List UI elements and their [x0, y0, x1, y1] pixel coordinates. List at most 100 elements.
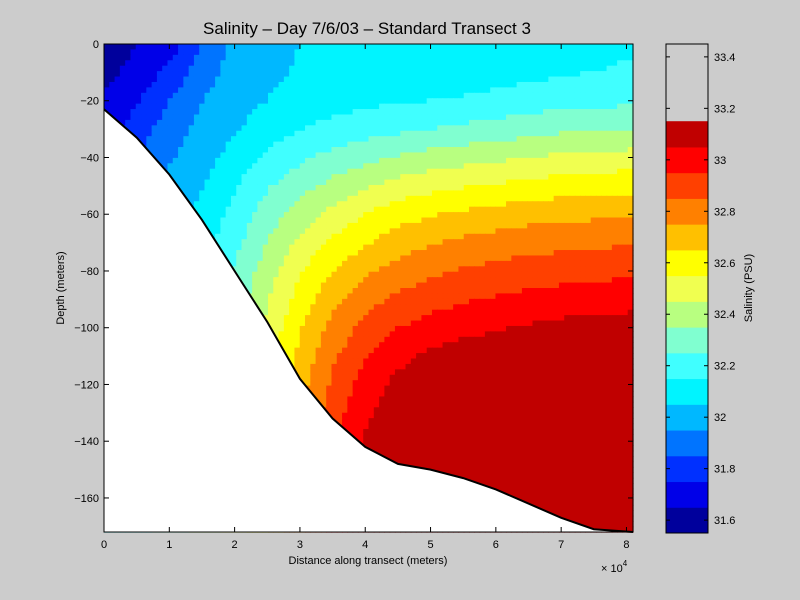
salinity-cell [305, 109, 311, 116]
salinity-cell [484, 184, 491, 191]
salinity-cell [611, 125, 618, 132]
salinity-cell [569, 195, 576, 202]
salinity-cell [204, 60, 211, 67]
salinity-cell [511, 119, 518, 126]
salinity-cell [627, 228, 634, 235]
salinity-cell [215, 87, 221, 94]
salinity-cell [236, 76, 243, 83]
salinity-cell [246, 125, 253, 132]
salinity-cell [357, 271, 364, 278]
salinity-cell [595, 206, 602, 213]
salinity-cell [484, 228, 491, 235]
salinity-cell [236, 266, 243, 273]
salinity-cell [236, 271, 243, 278]
salinity-cell [627, 157, 634, 164]
salinity-cell [141, 92, 147, 99]
salinity-cell [257, 282, 264, 289]
salinity-cell [537, 76, 544, 83]
salinity-cell [384, 87, 391, 94]
salinity-cell [273, 49, 280, 56]
salinity-cell [553, 304, 560, 311]
salinity-cell [305, 81, 311, 88]
salinity-cell [342, 147, 348, 154]
salinity-cell [225, 147, 232, 154]
salinity-cell [437, 92, 444, 99]
salinity-cell [521, 44, 528, 51]
salinity-cell [236, 81, 243, 88]
salinity-cell [490, 130, 497, 137]
salinity-cell [569, 212, 576, 219]
salinity-cell [458, 282, 465, 289]
salinity-cell [416, 157, 422, 164]
salinity-cell [342, 298, 348, 305]
salinity-cell [426, 293, 433, 300]
salinity-cell [283, 157, 290, 164]
salinity-cell [178, 157, 184, 164]
salinity-cell [548, 250, 555, 257]
salinity-cell [104, 81, 110, 88]
salinity-cell [146, 87, 153, 94]
salinity-cell [289, 54, 296, 61]
salinity-cell [363, 255, 370, 262]
salinity-cell [617, 65, 624, 72]
salinity-cell [326, 44, 333, 51]
salinity-cell [479, 201, 486, 208]
salinity-cell [574, 81, 581, 88]
salinity-cell [389, 174, 396, 181]
salinity-cell [564, 288, 571, 295]
salinity-cell [516, 239, 523, 246]
salinity-cell [426, 157, 433, 164]
salinity-cell [426, 309, 433, 316]
salinity-cell [595, 260, 602, 267]
salinity-cell [437, 190, 444, 197]
salinity-cell [379, 266, 385, 273]
salinity-cell [521, 130, 528, 137]
salinity-cell [484, 44, 491, 51]
salinity-cell [601, 114, 608, 121]
salinity-cell [342, 152, 348, 159]
salinity-cell [209, 44, 216, 51]
salinity-cell [601, 141, 608, 148]
salinity-cell [305, 309, 311, 316]
salinity-cell [315, 212, 322, 219]
salinity-cell [278, 212, 285, 219]
salinity-cell [220, 212, 227, 219]
salinity-cell [389, 266, 396, 273]
salinity-cell [601, 239, 608, 246]
salinity-cell [331, 266, 338, 273]
salinity-cell [527, 60, 534, 67]
salinity-cell [611, 157, 618, 164]
salinity-cell [617, 255, 624, 262]
salinity-cell [188, 44, 195, 51]
salinity-cell [595, 212, 602, 219]
salinity-cell [156, 76, 163, 83]
salinity-cell [569, 65, 576, 72]
salinity-cell [431, 179, 438, 186]
salinity-cell [389, 293, 396, 300]
salinity-cell [516, 184, 523, 191]
salinity-cell [363, 250, 370, 257]
salinity-cell [543, 195, 549, 202]
salinity-cell [357, 293, 364, 300]
salinity-cell [442, 65, 449, 72]
salinity-cell [352, 239, 359, 246]
salinity-cell [495, 130, 502, 137]
salinity-cell [421, 65, 428, 72]
salinity-cell [590, 157, 597, 164]
salinity-cell [537, 114, 544, 121]
salinity-cell [416, 282, 422, 289]
salinity-cell [569, 277, 576, 284]
salinity-cell [204, 54, 211, 61]
salinity-cell [447, 206, 454, 213]
salinity-cell [506, 201, 512, 208]
salinity-cell [299, 54, 306, 61]
salinity-cell [453, 212, 460, 219]
salinity-cell [543, 260, 549, 267]
salinity-cell [442, 228, 449, 235]
salinity-cell [469, 184, 475, 191]
salinity-cell [516, 141, 523, 148]
salinity-cell [548, 184, 555, 191]
salinity-cell [178, 92, 184, 99]
salinity-cell [400, 255, 407, 262]
salinity-cell [294, 49, 301, 56]
